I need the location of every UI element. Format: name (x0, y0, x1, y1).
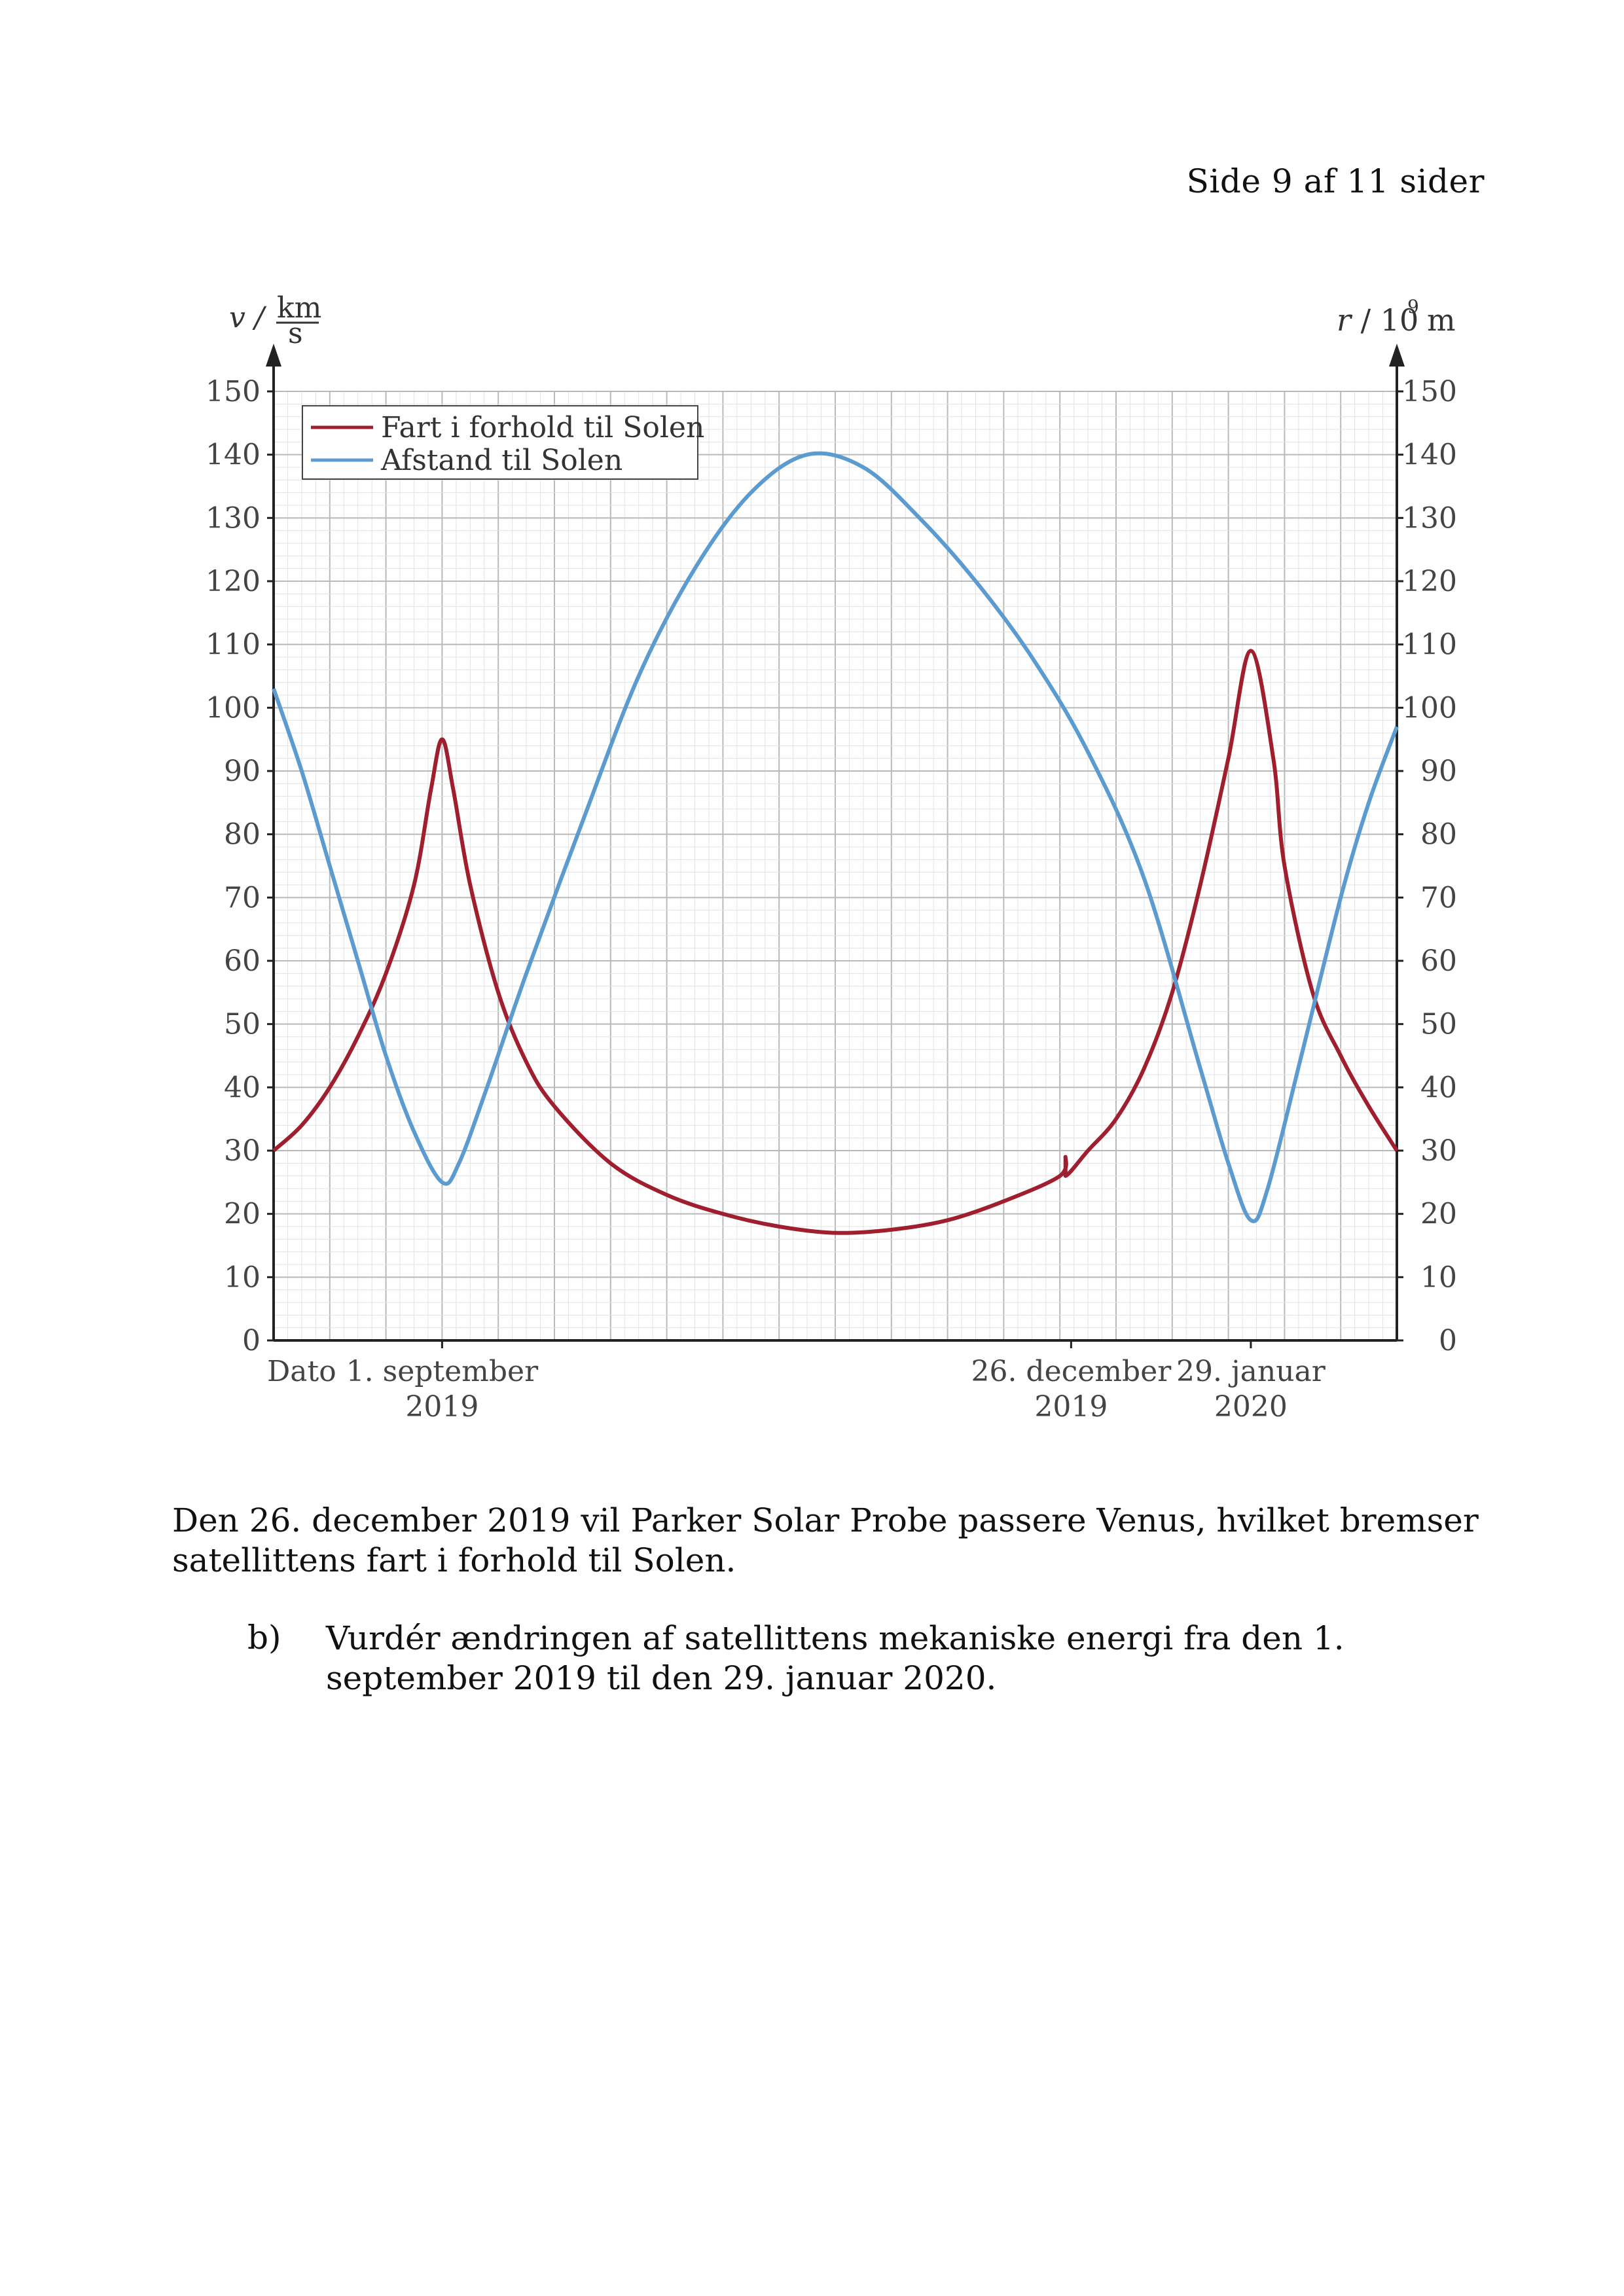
y-left-tick-label: 80 (224, 818, 261, 852)
x-label-line1: 29. januar (1176, 1355, 1326, 1388)
y-right-tick-label: 30 (1420, 1134, 1457, 1168)
y-right-arrow (1389, 344, 1405, 367)
y-left-tick-label: 140 (206, 439, 261, 472)
y-right-tick-label: 100 (1402, 691, 1457, 725)
y-right-tick-labels: 0 10 20 30 40 50 60 70 80 90 100 110 120 130 140 150 (1402, 375, 1457, 1357)
legend-label-distance: Afstand til Solen (380, 444, 623, 477)
y-right-tick-label: 90 (1420, 755, 1457, 788)
chart-legend: Fart i forhold til Solen Afstand til Sol… (302, 405, 704, 480)
question-b-text: Vurdér ændringen af satellittens mekanis… (326, 1619, 1344, 1697)
x-label-line2: 2019 (1034, 1390, 1108, 1424)
context-paragraph: Den 26. december 2019 vil Parker Solar P… (172, 1501, 1479, 1579)
y-left-unit-den: s (288, 317, 303, 350)
legend-box (302, 405, 698, 480)
y-left-tick-label: 10 (224, 1261, 261, 1294)
y-right-axis-title: r / 10 9 m (1337, 296, 1456, 338)
y-right-tick-label: 10 (1420, 1261, 1457, 1294)
y-right-tick-label: 130 (1402, 501, 1457, 535)
y-left-tick-label: 120 (206, 565, 261, 598)
speed-distance-chart: 0 10 20 30 40 50 60 70 80 90 100 110 120 130 140 150 0 1… (206, 291, 1457, 1424)
y-left-tick-label: 130 (206, 501, 261, 535)
y-right-unit: m (1427, 302, 1456, 338)
y-left-tick-label: 20 (224, 1198, 261, 1231)
y-right-tick-label: 140 (1402, 439, 1457, 472)
question-b-label: b) (247, 1619, 281, 1657)
legend-label-speed: Fart i forhold til Solen (381, 411, 704, 444)
y-left-tick-label: 30 (224, 1134, 261, 1168)
y-right-tick-label: 0 (1439, 1324, 1457, 1357)
y-left-arrow (266, 344, 281, 367)
y-right-tick-label: 80 (1420, 818, 1457, 852)
x-label-line1: 1. september (346, 1355, 539, 1388)
y-left-tick-label: 150 (206, 375, 261, 408)
x-label-line2: 2020 (1214, 1390, 1288, 1424)
y-left-unit-num: km (277, 291, 321, 325)
y-right-tick-label: 70 (1420, 881, 1457, 914)
speed-series-line (272, 649, 1399, 1235)
y-left-tick-label: 0 (242, 1324, 261, 1357)
y-left-tick-label: 70 (224, 881, 261, 914)
x-label-line1: 26. december (971, 1355, 1172, 1388)
distance-series-line (272, 451, 1399, 1223)
y-left-var: v / (229, 301, 267, 334)
y-right-tick-label: 120 (1402, 565, 1457, 598)
axes (266, 344, 1405, 1348)
y-left-tick-label: 50 (224, 1008, 261, 1041)
x-label-line1: Dato (267, 1355, 336, 1388)
y-left-tick-label: 40 (224, 1071, 261, 1104)
y-left-axis-title: v / km s (229, 291, 321, 350)
y-right-tick-label: 150 (1402, 375, 1457, 408)
y-left-tick-label: 90 (224, 755, 261, 788)
page-number-header: Side 9 af 11 sider (1186, 162, 1485, 200)
y-right-tick-label: 50 (1420, 1008, 1457, 1041)
y-right-tick-label: 40 (1420, 1071, 1457, 1104)
grid-lines (273, 391, 1398, 1341)
y-left-tick-label: 110 (206, 628, 261, 662)
series-lines (272, 451, 1399, 1235)
y-right-label-rest: / 10 (1351, 302, 1418, 338)
y-right-tick-label: 20 (1420, 1198, 1457, 1231)
y-right-label: r / 10 (1337, 302, 1418, 338)
y-right-tick-label: 60 (1420, 944, 1457, 978)
y-right-tick-label: 110 (1402, 628, 1457, 662)
y-left-tick-label: 60 (224, 944, 261, 978)
x-label-line2: 2019 (405, 1390, 478, 1424)
y-right-exponent: 9 (1407, 296, 1419, 317)
y-left-tick-labels: 0 10 20 30 40 50 60 70 80 90 100 110 120 130 140 150 (206, 375, 261, 1357)
y-left-tick-label: 100 (206, 691, 261, 725)
